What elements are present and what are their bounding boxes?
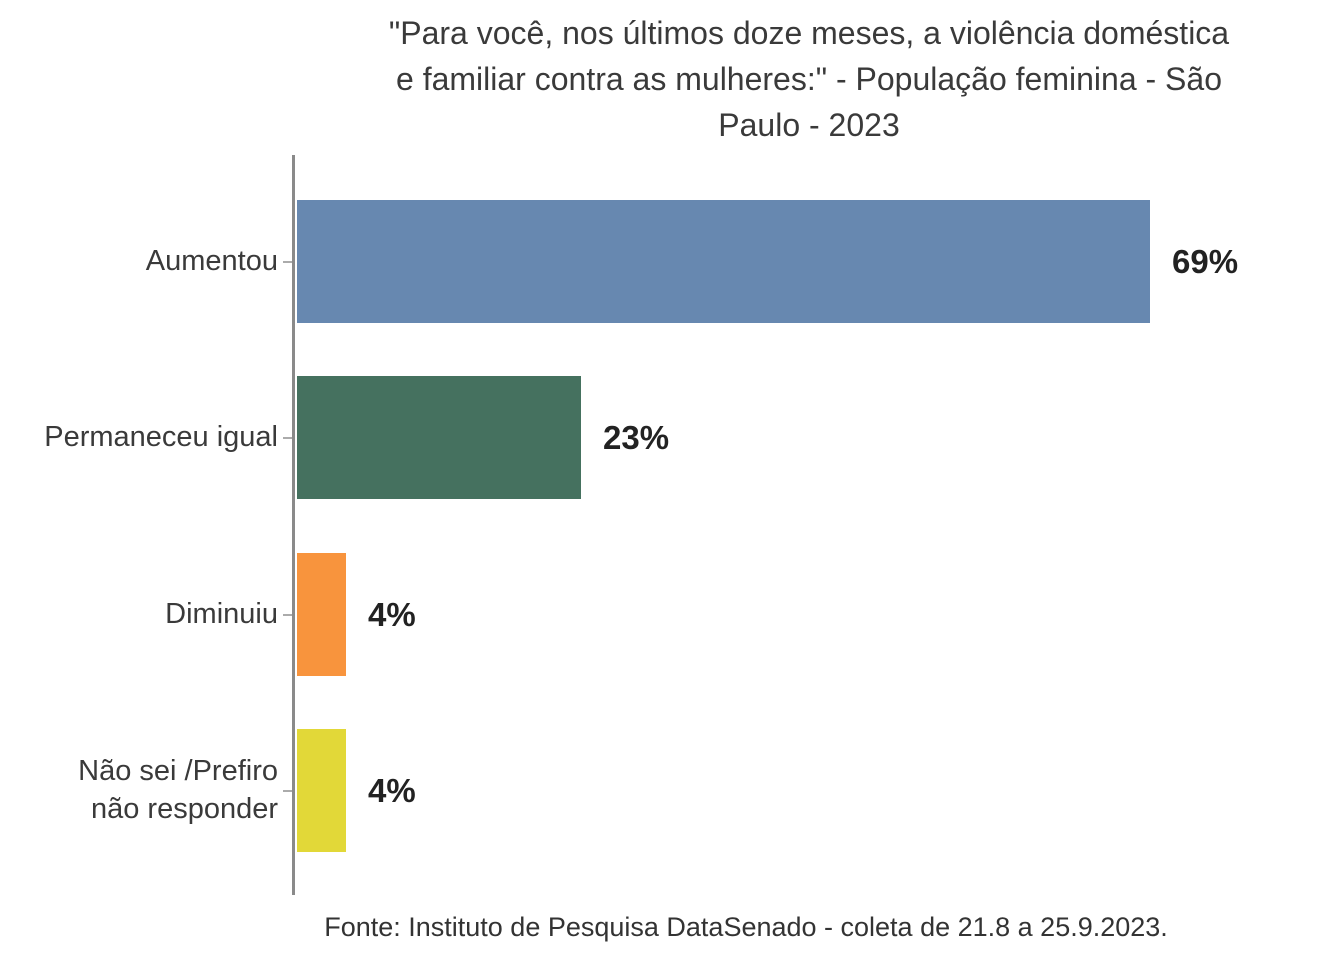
bar xyxy=(297,200,1150,323)
category-label: Permaneceu igual xyxy=(44,420,278,453)
value-label: 69% xyxy=(1172,242,1239,280)
y-axis-line xyxy=(292,155,295,895)
bar-row: Não sei /Prefiro não responder 4% xyxy=(0,729,1344,852)
category-label: Não sei /Prefiro não responder xyxy=(78,754,278,825)
category-label: Aumentou xyxy=(145,244,278,277)
chart-title-line-2: e familiar contra as mulheres:" - Popula… xyxy=(396,61,1222,97)
axis-tick-mark xyxy=(283,613,292,616)
bar-row: Diminuiu 4% xyxy=(0,553,1344,676)
value-label: 4% xyxy=(368,771,416,809)
axis-tick-mark xyxy=(283,436,292,439)
bar xyxy=(297,553,346,676)
axis-tick-mark xyxy=(283,260,292,263)
value-label: 4% xyxy=(368,595,416,633)
source-note: Fonte: Instituto de Pesquisa DataSenado … xyxy=(324,912,1168,942)
bar-row: Permaneceu igual 23% xyxy=(0,376,1344,499)
chart-title-line-1: "Para você, nos últimos doze meses, a vi… xyxy=(388,15,1230,51)
category-label: Diminuiu xyxy=(165,597,278,630)
chart-title-line-3: Paulo - 2023 xyxy=(718,107,900,143)
bar-row: Aumentou 69% xyxy=(0,200,1344,323)
bar xyxy=(297,376,581,499)
bar xyxy=(297,729,346,852)
value-label: 23% xyxy=(603,418,670,456)
axis-tick-mark xyxy=(283,789,292,792)
chart-title: "Para você, nos últimos doze meses, a vi… xyxy=(282,10,1336,148)
